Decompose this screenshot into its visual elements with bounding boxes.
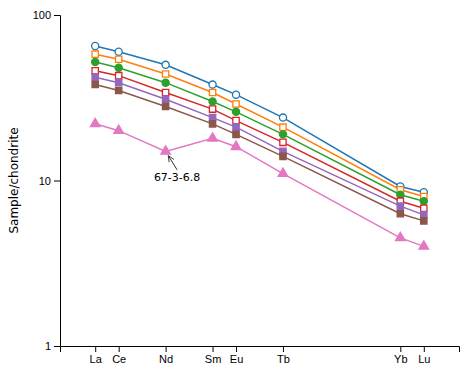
- series-point: [209, 121, 215, 127]
- x-tick-label: Yb: [394, 353, 407, 365]
- series-point: [209, 81, 216, 88]
- series-point: [90, 118, 100, 126]
- x-tick-label: La: [90, 353, 103, 365]
- series-point: [162, 79, 169, 86]
- series-point: [421, 212, 427, 218]
- x-tick-label: Sm: [205, 353, 222, 365]
- y-tick-mark: [54, 181, 60, 182]
- x-tick-label: Tb: [277, 353, 290, 365]
- x-tick-label: Eu: [230, 353, 243, 365]
- x-axis-line: [61, 347, 460, 353]
- series-point: [279, 114, 286, 121]
- series-point: [92, 42, 99, 49]
- x-tick-mark: [424, 346, 425, 352]
- x-tick-mark: [166, 346, 167, 352]
- series-point: [92, 58, 99, 65]
- series-point: [209, 114, 215, 120]
- series-point: [420, 198, 427, 205]
- y-tick: 1: [45, 340, 60, 352]
- series-point: [280, 124, 286, 130]
- series-point: [280, 153, 286, 159]
- series-point: [92, 51, 98, 57]
- x-tick: Yb: [394, 346, 407, 365]
- series-point: [279, 131, 286, 138]
- x-tick-mark: [236, 346, 237, 352]
- x-tick: Sm: [205, 346, 222, 365]
- series-point: [421, 218, 427, 224]
- y-tick-mark: [54, 346, 60, 347]
- data-layer: [90, 42, 428, 249]
- series-point: [92, 81, 98, 87]
- x-tick: Lu: [418, 346, 430, 365]
- series-point: [208, 133, 218, 141]
- x-tick: Nd: [159, 346, 173, 365]
- series-point: [115, 48, 122, 55]
- x-tick-mark: [283, 346, 284, 352]
- series-point: [162, 61, 169, 68]
- series-point: [161, 146, 171, 154]
- y-tick-label: 100: [33, 9, 51, 21]
- y-tick: 10: [39, 175, 60, 187]
- x-tick: Ce: [112, 346, 126, 365]
- series-point: [162, 103, 168, 109]
- series-point: [92, 68, 98, 74]
- x-tick: Eu: [230, 346, 243, 365]
- series-point: [233, 117, 239, 123]
- series-point: [209, 98, 216, 105]
- series-point: [209, 106, 215, 112]
- series-point: [231, 141, 241, 149]
- series-point: [419, 241, 429, 249]
- series-point: [397, 211, 403, 217]
- x-axis: La Ce Nd Sm Eu Tb Yb Lu: [61, 346, 460, 365]
- y-tick: 100: [33, 9, 60, 21]
- series-point: [421, 205, 427, 211]
- series-point: [115, 64, 122, 71]
- series-point: [233, 131, 239, 137]
- series-point: [209, 89, 215, 95]
- annotation-text: 67-3-6.8: [154, 171, 200, 184]
- plot: La Ce Nd Sm Eu Tb Yb Lu 1 10 100 Sample/chondrite 67…: [7, 9, 460, 365]
- x-tick-mark: [119, 346, 120, 352]
- y-tick-mark: [54, 15, 60, 16]
- series-point: [397, 203, 403, 209]
- y-axis: 1 10 100: [33, 9, 61, 352]
- annotation-arrow: [168, 156, 177, 170]
- series-line: [95, 124, 424, 247]
- series-point: [92, 74, 98, 80]
- series-point: [162, 96, 168, 102]
- x-tick: Tb: [277, 346, 290, 365]
- x-tick-label: Lu: [418, 353, 430, 365]
- series-point: [116, 87, 122, 93]
- x-tick-mark: [95, 346, 96, 352]
- x-tick: La: [90, 346, 103, 365]
- series-point: [396, 232, 406, 240]
- y-tick-label: 10: [39, 175, 51, 187]
- series-point: [278, 168, 288, 176]
- series-point: [233, 101, 239, 107]
- series-point: [116, 80, 122, 86]
- series-point: [116, 56, 122, 62]
- x-tick-label: Ce: [112, 353, 126, 365]
- series-point: [280, 139, 286, 145]
- series-point: [232, 91, 239, 98]
- series-point: [116, 72, 122, 78]
- y-tick-label: 1: [45, 340, 51, 352]
- series-point: [162, 71, 168, 77]
- y-axis-title: Sample/chondrite: [7, 127, 21, 233]
- chart: La Ce Nd Sm Eu Tb Yb Lu 1 10 100 Sample/chondrite 67…: [0, 0, 474, 381]
- series-point: [162, 89, 168, 95]
- series-point: [397, 191, 404, 198]
- series-point: [233, 124, 239, 130]
- series-point: [232, 108, 239, 115]
- series-point: [114, 125, 124, 133]
- x-tick-mark: [213, 346, 214, 352]
- x-tick-label: Nd: [159, 353, 173, 365]
- series-line: [95, 85, 424, 221]
- x-tick-mark: [400, 346, 401, 352]
- y-axis-line: [54, 16, 61, 347]
